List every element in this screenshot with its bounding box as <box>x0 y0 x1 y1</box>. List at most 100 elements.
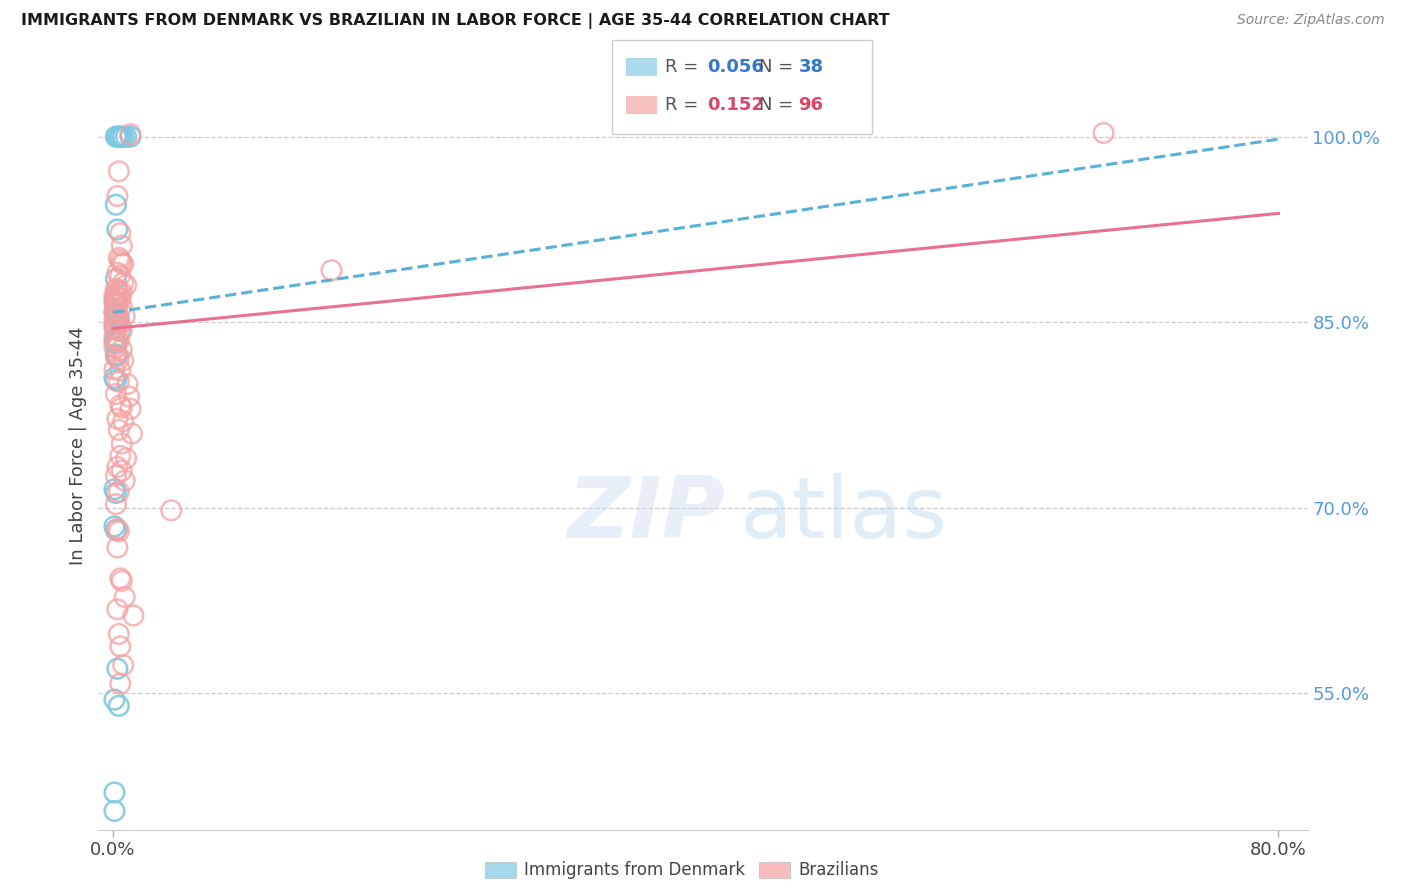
Point <box>104 198 127 212</box>
Point <box>117 377 139 392</box>
Point <box>108 164 131 178</box>
Point <box>104 373 127 387</box>
Point <box>108 524 131 539</box>
Point <box>104 323 127 337</box>
Point <box>111 299 134 313</box>
Point <box>110 253 132 268</box>
Point <box>108 352 131 367</box>
Point <box>111 401 134 415</box>
Point <box>108 484 131 499</box>
Point <box>105 283 128 297</box>
Point <box>108 627 131 641</box>
Point <box>103 313 125 327</box>
Text: IMMIGRANTS FROM DENMARK VS BRAZILIAN IN LABOR FORCE | AGE 35-44 CORRELATION CHAR: IMMIGRANTS FROM DENMARK VS BRAZILIAN IN … <box>21 13 890 29</box>
Point <box>104 341 127 355</box>
Point <box>111 129 134 144</box>
Point <box>103 295 125 310</box>
Point <box>104 272 127 286</box>
Point <box>108 291 131 305</box>
Point <box>104 523 127 537</box>
Point <box>112 129 135 144</box>
Text: Brazilians: Brazilians <box>799 861 879 879</box>
Text: Immigrants from Denmark: Immigrants from Denmark <box>524 861 745 879</box>
Point <box>115 451 138 466</box>
Point <box>110 129 132 144</box>
Point <box>120 401 142 416</box>
Point <box>111 343 134 357</box>
Point <box>104 468 127 483</box>
Point <box>321 263 343 277</box>
Point <box>103 519 125 533</box>
Point <box>104 320 127 334</box>
Point <box>103 785 125 799</box>
Point <box>105 602 128 616</box>
Point <box>103 804 125 818</box>
Point <box>104 336 127 351</box>
Point <box>103 362 125 376</box>
Point <box>104 129 127 144</box>
Point <box>105 309 128 323</box>
Point <box>104 289 127 303</box>
Point <box>104 307 127 321</box>
Point <box>103 305 125 319</box>
Text: 0.152: 0.152 <box>707 96 763 114</box>
Point <box>114 590 136 604</box>
Point <box>118 390 141 404</box>
Point <box>112 276 135 290</box>
Point <box>110 318 132 332</box>
Point <box>103 304 125 318</box>
Text: ZIP: ZIP <box>567 473 725 556</box>
Text: N =: N = <box>759 58 799 76</box>
Point <box>1092 126 1115 140</box>
Point <box>108 285 131 299</box>
Point <box>105 307 128 321</box>
Point <box>160 503 183 517</box>
Text: R =: R = <box>665 96 704 114</box>
Point <box>121 426 143 441</box>
Text: Source: ZipAtlas.com: Source: ZipAtlas.com <box>1237 13 1385 28</box>
Point <box>111 324 134 338</box>
Point <box>104 282 127 296</box>
Point <box>105 411 128 425</box>
Point <box>120 129 142 144</box>
Point <box>104 497 127 511</box>
Point <box>122 608 145 623</box>
Point <box>104 486 127 500</box>
Point <box>105 222 128 236</box>
Point <box>105 189 128 203</box>
Point <box>110 226 132 240</box>
Point <box>110 363 132 377</box>
Point <box>104 347 127 361</box>
Point <box>111 436 134 450</box>
Point <box>104 387 127 401</box>
Point <box>110 449 132 463</box>
Point <box>104 305 127 319</box>
Point <box>111 464 134 478</box>
Point <box>103 371 125 385</box>
Point <box>112 658 135 673</box>
Point <box>105 662 128 676</box>
Point <box>105 296 128 310</box>
Point <box>105 522 128 536</box>
Point <box>103 321 125 335</box>
Point <box>105 541 128 555</box>
Text: R =: R = <box>665 58 704 76</box>
Point <box>112 353 135 368</box>
Point <box>111 238 134 252</box>
Point <box>120 127 142 141</box>
Point <box>103 334 125 348</box>
Point <box>104 314 127 328</box>
Text: N =: N = <box>759 96 799 114</box>
Point <box>108 423 131 437</box>
Point <box>111 256 134 270</box>
Point <box>105 129 128 144</box>
Point <box>108 310 131 325</box>
Point <box>103 318 125 332</box>
Text: atlas: atlas <box>740 473 948 556</box>
Point <box>103 483 125 497</box>
Point <box>105 460 128 475</box>
Point <box>110 398 132 412</box>
Point <box>110 640 132 654</box>
Point <box>104 296 127 310</box>
Point <box>108 251 131 265</box>
